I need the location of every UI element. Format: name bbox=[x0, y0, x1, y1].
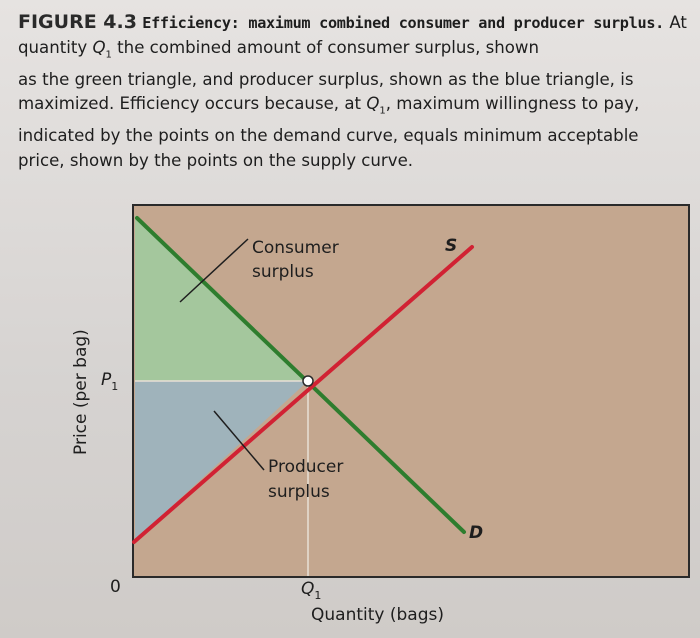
plot-frame bbox=[132, 204, 690, 578]
demand-curve bbox=[135, 216, 466, 534]
caption-q-subscript-2: 1 bbox=[379, 105, 386, 117]
caption-line-4: indicated by the points on the demand cu… bbox=[18, 126, 639, 145]
consumer-surplus-label-line1: Consumer bbox=[252, 238, 339, 258]
p1-label: P1 bbox=[101, 370, 118, 393]
caption-line-5: price, shown by the points on the supply… bbox=[18, 150, 414, 170]
caption-text-3a: maximized. Efficiency occurs because, at bbox=[18, 94, 367, 114]
figure-title: Efficiency: maximum combined consumer an… bbox=[142, 14, 665, 32]
figure-caption: FIGURE 4.3 Efficiency: maximum combined … bbox=[18, 10, 690, 173]
caption-q-subscript: 1 bbox=[105, 48, 112, 60]
producer-surplus-label-line2: surplus bbox=[268, 482, 330, 502]
caption-q-symbol: Q bbox=[92, 37, 106, 57]
y-axis-title: Price (per bag) bbox=[71, 329, 91, 455]
supply-curve-label: S bbox=[445, 236, 457, 256]
caption-text-1a: At quantity bbox=[18, 13, 687, 57]
producer-surplus-leader bbox=[213, 410, 265, 471]
caption-q-symbol-2: Q bbox=[366, 94, 380, 114]
demand-curve-label: D bbox=[469, 523, 483, 543]
caption-line-2: as the green triangle, and producer surp… bbox=[18, 69, 634, 89]
origin-label: 0 bbox=[110, 577, 121, 597]
figure-label: FIGURE 4.3 bbox=[18, 11, 137, 33]
q1-label: Q1 bbox=[301, 579, 321, 602]
x-axis-title: Quantity (bags) bbox=[311, 605, 444, 625]
consumer-surplus-leader bbox=[179, 238, 249, 303]
supply-curve bbox=[132, 245, 474, 544]
caption-text-1b: the combined amount of consumer surplus,… bbox=[111, 37, 540, 57]
caption-text-3b: , maximum willingness to pay, bbox=[385, 94, 640, 114]
caption-line-1: FIGURE 4.3 Efficiency: maximum combined … bbox=[18, 10, 690, 68]
equilibrium-point bbox=[302, 375, 314, 387]
producer-surplus-label-line1: Producer bbox=[268, 457, 343, 477]
producer-surplus-area bbox=[135, 381, 308, 540]
consumer-surplus-label-line2: surplus bbox=[252, 262, 314, 282]
caption-line-3: maximized. Efficiency occurs because, at… bbox=[18, 92, 690, 124]
